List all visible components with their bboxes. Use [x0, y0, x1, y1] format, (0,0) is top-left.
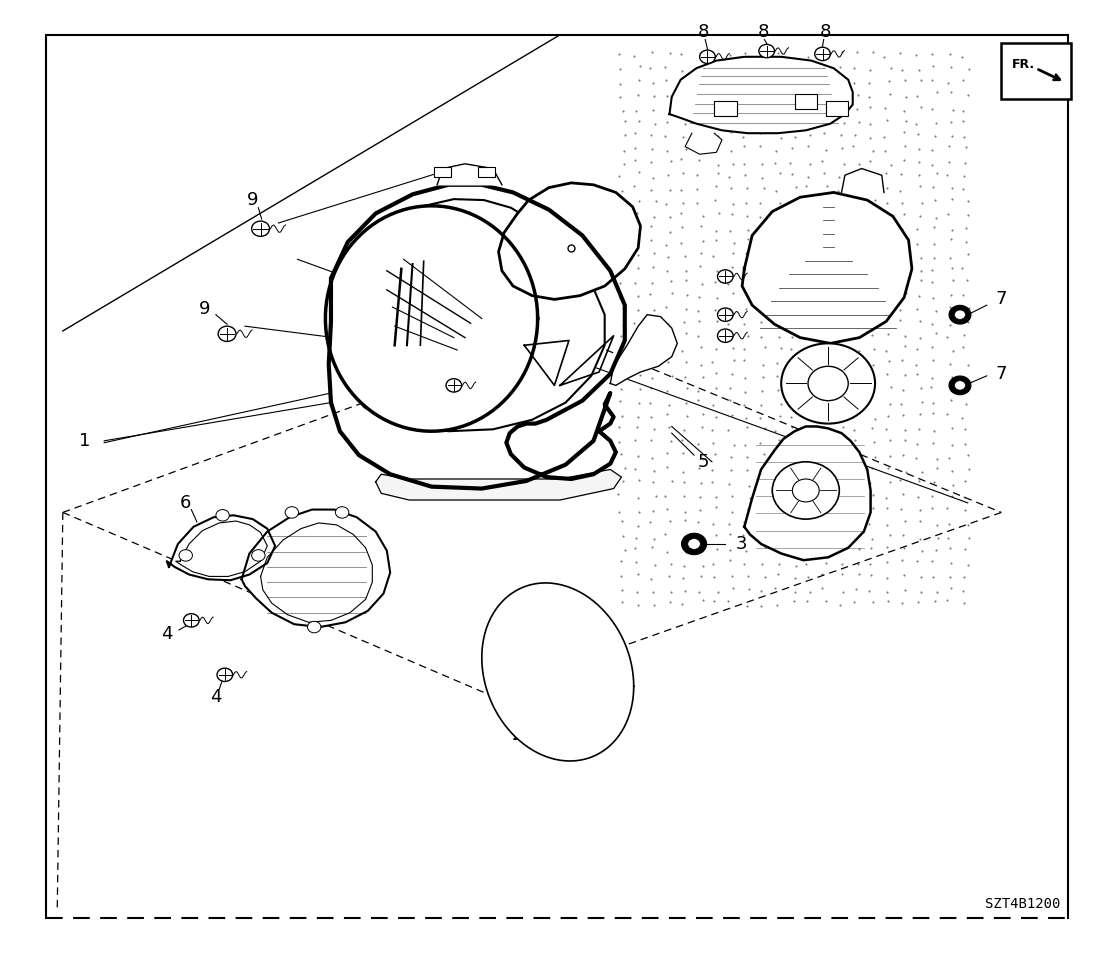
Circle shape	[954, 310, 965, 319]
Circle shape	[335, 507, 348, 518]
Text: 4: 4	[211, 688, 222, 706]
Text: 1: 1	[80, 432, 91, 450]
Circle shape	[308, 622, 321, 633]
Text: 9: 9	[248, 191, 259, 209]
Circle shape	[252, 550, 265, 561]
Polygon shape	[610, 314, 678, 385]
Circle shape	[179, 550, 193, 561]
Text: 9: 9	[199, 300, 211, 318]
Circle shape	[216, 510, 230, 521]
Text: 7: 7	[996, 290, 1007, 308]
Circle shape	[773, 462, 839, 519]
Bar	[825, 101, 848, 116]
Circle shape	[718, 308, 734, 321]
Bar	[1001, 43, 1071, 99]
Circle shape	[218, 326, 236, 341]
Bar	[715, 101, 737, 116]
Text: 8: 8	[698, 23, 709, 41]
Circle shape	[792, 479, 819, 502]
Bar	[433, 167, 450, 177]
Circle shape	[688, 538, 700, 549]
Circle shape	[782, 343, 875, 423]
Text: 2: 2	[512, 726, 523, 744]
Text: 4: 4	[448, 355, 459, 374]
Text: SZT4B1200: SZT4B1200	[986, 897, 1061, 911]
Text: FR.: FR.	[1011, 58, 1035, 71]
Circle shape	[954, 380, 965, 390]
Polygon shape	[745, 426, 870, 560]
Circle shape	[286, 507, 299, 518]
Text: 8: 8	[820, 23, 831, 41]
Circle shape	[718, 329, 734, 342]
Text: 4: 4	[161, 625, 172, 643]
Bar	[478, 167, 495, 177]
Circle shape	[217, 668, 233, 681]
Text: 8: 8	[757, 23, 769, 41]
Text: 7: 7	[996, 365, 1007, 383]
Polygon shape	[326, 206, 538, 431]
Polygon shape	[482, 582, 634, 761]
Circle shape	[949, 306, 971, 324]
Circle shape	[814, 47, 830, 60]
Circle shape	[700, 50, 716, 63]
Polygon shape	[167, 515, 276, 581]
Text: 5: 5	[698, 453, 709, 470]
Circle shape	[446, 378, 461, 392]
Polygon shape	[743, 193, 912, 343]
Bar	[794, 94, 816, 109]
Polygon shape	[338, 199, 605, 431]
Text: 3: 3	[735, 535, 747, 553]
Circle shape	[718, 270, 734, 284]
Polygon shape	[375, 469, 622, 500]
Polygon shape	[685, 133, 722, 154]
Circle shape	[184, 614, 199, 627]
Circle shape	[808, 366, 848, 400]
Circle shape	[759, 44, 775, 57]
Polygon shape	[498, 183, 641, 300]
Circle shape	[682, 534, 707, 555]
Polygon shape	[437, 164, 502, 185]
Circle shape	[949, 376, 971, 395]
Text: 6: 6	[180, 494, 192, 512]
Polygon shape	[242, 510, 390, 627]
Circle shape	[252, 221, 270, 237]
Polygon shape	[841, 169, 884, 193]
Polygon shape	[670, 57, 852, 133]
